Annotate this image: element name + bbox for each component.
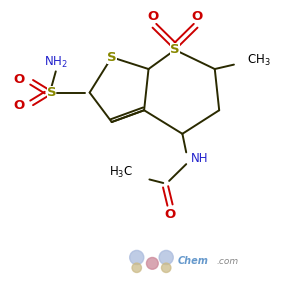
Text: H$_3$C: H$_3$C <box>109 164 133 180</box>
Text: NH: NH <box>190 152 208 165</box>
Text: O: O <box>13 73 25 86</box>
Text: S: S <box>170 44 180 56</box>
Text: O: O <box>147 11 159 23</box>
Text: S: S <box>46 86 56 99</box>
Text: .com: .com <box>216 257 238 266</box>
Circle shape <box>130 250 144 265</box>
Text: Chem: Chem <box>178 256 209 266</box>
Circle shape <box>159 250 173 265</box>
Circle shape <box>161 263 171 272</box>
Text: S: S <box>107 51 116 64</box>
Text: O: O <box>13 99 25 112</box>
Text: NH$_2$: NH$_2$ <box>44 55 68 70</box>
Text: O: O <box>164 208 175 221</box>
Circle shape <box>132 263 142 272</box>
Text: CH$_3$: CH$_3$ <box>247 52 271 68</box>
Circle shape <box>146 257 158 269</box>
Text: O: O <box>191 11 203 23</box>
